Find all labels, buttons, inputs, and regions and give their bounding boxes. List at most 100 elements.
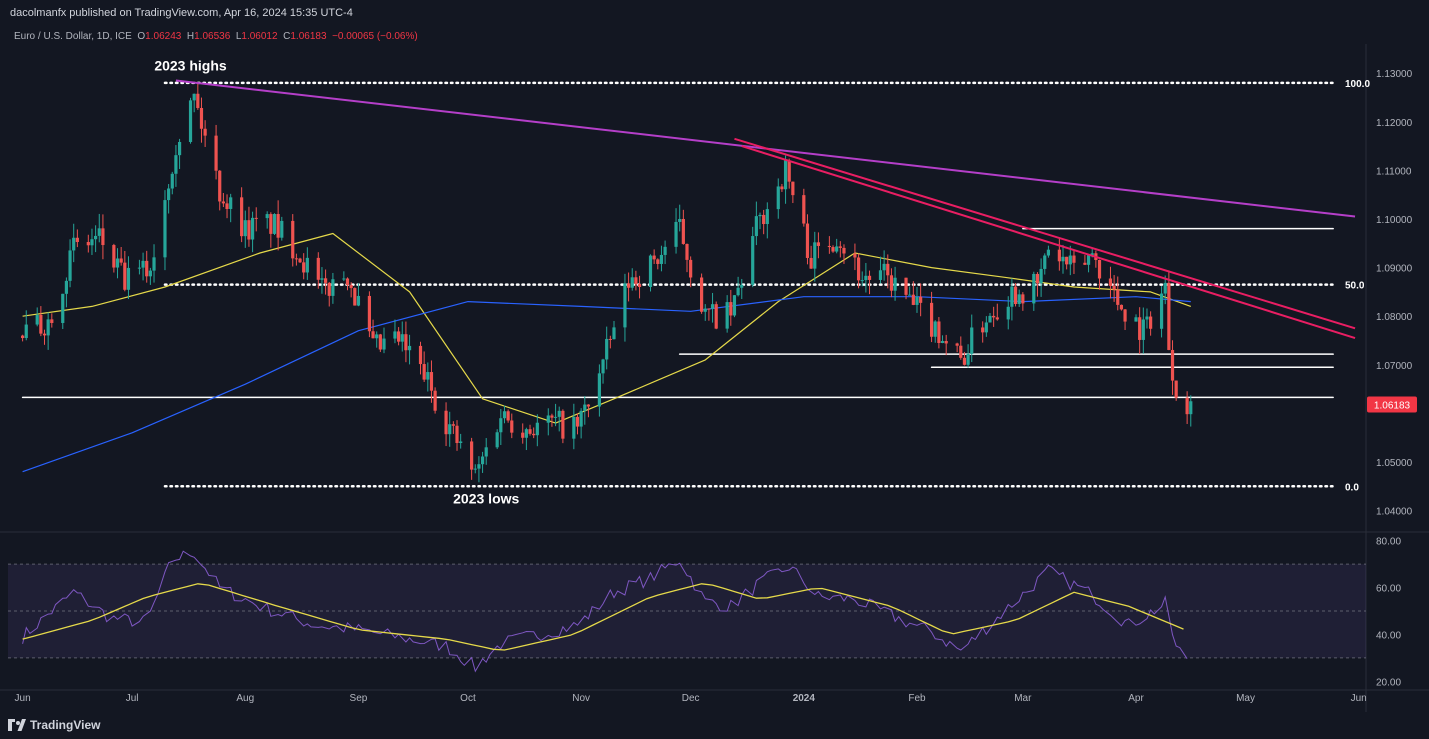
candle-body xyxy=(1013,286,1018,305)
time-tick-label: Aug xyxy=(236,693,254,704)
tradingview-brand[interactable]: TradingView xyxy=(8,718,100,732)
candle-body xyxy=(586,404,591,407)
candle-body xyxy=(229,197,233,209)
candle-body xyxy=(521,432,525,438)
candle-body xyxy=(199,107,204,129)
candle-body xyxy=(1149,316,1153,329)
candle-body xyxy=(473,468,477,470)
candle-body xyxy=(929,302,934,337)
candle-body xyxy=(42,333,47,336)
candle-body xyxy=(827,245,831,248)
rsi-tick-label: 60.00 xyxy=(1376,584,1401,595)
candle-body xyxy=(813,242,817,269)
candle-body xyxy=(608,338,612,340)
candle-body xyxy=(280,220,284,238)
candle-body xyxy=(145,260,149,277)
candle-body xyxy=(579,410,583,427)
candle-body xyxy=(1043,255,1047,269)
candle-body xyxy=(1138,317,1142,340)
ma-long-line xyxy=(22,296,1191,473)
candle-body xyxy=(353,288,357,306)
open-value: 1.06243 xyxy=(145,31,182,42)
footer: TradingView xyxy=(0,712,1429,739)
candle-body xyxy=(115,258,120,268)
close-label: C xyxy=(283,31,291,42)
candle-body xyxy=(243,220,247,237)
candle-body xyxy=(984,322,988,333)
symbol-legend: Euro / U.S. Dollar, 1D, ICE O1.06243 H1.… xyxy=(14,31,418,42)
candle-body xyxy=(1119,304,1124,310)
candle-body xyxy=(375,334,379,339)
candle-body xyxy=(484,447,488,457)
price-tick-label: 1.05000 xyxy=(1376,458,1413,469)
candle-body xyxy=(765,209,769,225)
high-label: H xyxy=(186,31,195,42)
candle-body xyxy=(21,335,25,339)
candle-body xyxy=(1072,255,1076,263)
candle-body xyxy=(904,277,908,295)
price-chart[interactable]: 100.0 50.0 0.0 2023 highs 2023 lows 1.13000… xyxy=(0,0,1429,712)
candle-body xyxy=(758,214,762,217)
price-tick-label: 1.04000 xyxy=(1376,507,1413,518)
candle-body xyxy=(805,223,810,258)
candle-body xyxy=(783,160,788,190)
candle-body xyxy=(736,287,740,296)
candle-body xyxy=(933,321,937,337)
candle-body xyxy=(510,420,514,433)
candle-body xyxy=(838,246,842,248)
candle-body xyxy=(152,257,156,271)
candle-body xyxy=(305,257,309,273)
candle-body xyxy=(1163,282,1167,294)
ma-short-line xyxy=(22,232,1192,424)
symbol-name[interactable]: Euro / U.S. Dollar, 1D, ICE xyxy=(14,31,132,42)
candle-body xyxy=(908,294,912,296)
price-tick-label: 1.13000 xyxy=(1376,69,1413,80)
candle-body xyxy=(75,237,79,243)
candle-body xyxy=(940,340,945,344)
candle-body xyxy=(524,429,528,438)
candle-body xyxy=(1035,273,1040,284)
channel-line-lower xyxy=(741,145,1356,339)
candle-body xyxy=(992,315,996,318)
candle-body xyxy=(1090,253,1094,256)
candle-body xyxy=(342,278,346,280)
candle-body xyxy=(630,277,634,288)
candle-body xyxy=(349,285,353,289)
candle-body xyxy=(889,275,894,291)
candle-body xyxy=(842,247,846,254)
candle-body xyxy=(656,259,660,264)
candle-body xyxy=(327,282,331,296)
candle-body xyxy=(787,160,791,182)
last-price-tag xyxy=(1367,396,1417,413)
candle-body xyxy=(532,433,536,436)
candle-body xyxy=(61,293,65,323)
candle-body xyxy=(856,257,861,281)
candle-body xyxy=(269,214,273,234)
candle-body xyxy=(732,295,737,316)
rsi-tick-label: 80.00 xyxy=(1376,537,1401,548)
rsi-tick-label: 20.00 xyxy=(1376,677,1401,688)
fib-level-label: 0.0 xyxy=(1345,482,1359,493)
candle-body xyxy=(681,218,685,244)
candle-body xyxy=(703,308,707,312)
candle-body xyxy=(988,315,992,323)
candle-body xyxy=(418,345,423,365)
tradingview-logo-icon xyxy=(8,719,26,731)
candle-body xyxy=(955,343,959,346)
candle-body xyxy=(1057,249,1061,262)
brand-label: TradingView xyxy=(30,718,101,732)
candle-body xyxy=(272,214,277,234)
candle-body xyxy=(535,422,539,436)
candle-body xyxy=(250,217,255,240)
open-label: O xyxy=(137,31,146,42)
candle-body xyxy=(1039,268,1043,284)
horizontal-levels: 100.0 50.0 0.0 xyxy=(21,79,1370,493)
candle-body xyxy=(1141,319,1145,340)
price-tick-label: 1.09000 xyxy=(1376,264,1413,275)
candle-body xyxy=(240,197,244,237)
candle-body xyxy=(378,334,382,350)
candle-body xyxy=(331,279,335,296)
candle-body xyxy=(247,220,251,240)
candle-body xyxy=(831,247,835,252)
candle-body xyxy=(218,170,222,202)
